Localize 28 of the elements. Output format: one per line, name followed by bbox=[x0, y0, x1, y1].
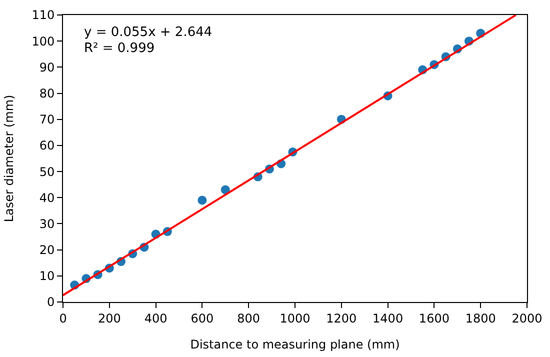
x-tick-label: 200 bbox=[98, 311, 121, 326]
y-tick-label: 60 bbox=[39, 138, 55, 153]
x-tick-label: 1600 bbox=[418, 311, 450, 326]
y-tick-label: 110 bbox=[32, 8, 55, 22]
x-tick-label: 1200 bbox=[326, 311, 357, 326]
y-tick-label: 0 bbox=[46, 295, 55, 310]
point bbox=[198, 196, 207, 205]
x-tick-label: 2000 bbox=[512, 311, 542, 326]
annotation: R² = 0.999 bbox=[84, 41, 155, 56]
x-axis-title: Distance to measuring plane (mm) bbox=[190, 337, 400, 352]
x-tick-label: 0 bbox=[59, 311, 67, 326]
y-tick-label: 20 bbox=[39, 243, 55, 258]
y-tick-label: 100 bbox=[32, 34, 55, 48]
x-tick-label: 1800 bbox=[465, 311, 496, 326]
y-axis-title: Laser diameter (mm) bbox=[2, 94, 16, 222]
y-tick-label: 40 bbox=[39, 190, 55, 205]
x-tick-label: 400 bbox=[144, 311, 168, 326]
y-tick-label: 80 bbox=[39, 86, 55, 100]
y-tick-label: 70 bbox=[39, 112, 55, 127]
x-tick-label: 1000 bbox=[280, 311, 310, 326]
y-tick-label: 10 bbox=[39, 269, 55, 284]
y-tick-label: 90 bbox=[39, 60, 55, 74]
y-tick-label: 50 bbox=[39, 164, 55, 179]
annotation: y = 0.055x + 2.644 bbox=[84, 25, 212, 40]
x-tick-label: 1400 bbox=[372, 311, 404, 326]
x-tick-label: 800 bbox=[237, 311, 260, 326]
y-tick-label: 30 bbox=[39, 216, 55, 231]
x-tick-label: 600 bbox=[190, 311, 214, 326]
